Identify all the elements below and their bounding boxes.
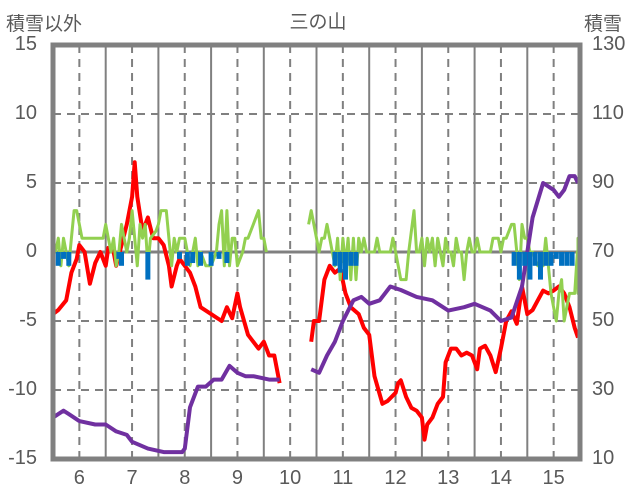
x-tick-label: 10 bbox=[279, 467, 302, 489]
bar-blue bbox=[348, 252, 354, 266]
bar-blue bbox=[537, 252, 543, 280]
series-line-purple bbox=[51, 174, 580, 455]
bar-blue bbox=[184, 252, 190, 266]
bar-blue bbox=[145, 252, 151, 280]
y-tick-label: 0 bbox=[25, 240, 37, 262]
y-tick-label: -15 bbox=[8, 447, 37, 469]
bar-blue bbox=[569, 252, 575, 266]
bar-blue bbox=[532, 252, 538, 266]
y2-tick-label: 90 bbox=[592, 171, 615, 193]
bar-blue bbox=[353, 252, 359, 266]
bar-blue bbox=[66, 252, 72, 266]
x-tick-label: 8 bbox=[179, 467, 191, 489]
y-tick-label: -5 bbox=[19, 309, 37, 331]
x-tick-label: 12 bbox=[384, 467, 407, 489]
y-tick-label: 15 bbox=[14, 33, 37, 55]
bar-blue bbox=[176, 252, 182, 259]
bar-blue bbox=[332, 252, 338, 266]
x-tick-label: 9 bbox=[231, 467, 243, 489]
bar-blue bbox=[564, 252, 570, 266]
bar-blue bbox=[116, 252, 122, 259]
plot-border bbox=[50, 42, 583, 462]
bar-blue bbox=[190, 252, 196, 264]
x-tick-label: 15 bbox=[542, 467, 565, 489]
bar-blue bbox=[55, 252, 61, 266]
bar-blue bbox=[61, 252, 67, 259]
bar-blue bbox=[516, 252, 522, 280]
y2-tick-label: 130 bbox=[592, 33, 626, 55]
bar-blue bbox=[337, 252, 343, 273]
bar-blue bbox=[511, 252, 517, 266]
bar-blue bbox=[527, 252, 533, 280]
y2-tick-label: 110 bbox=[592, 102, 624, 124]
x-tick-label: 6 bbox=[73, 467, 85, 489]
bar-blue bbox=[543, 252, 549, 266]
series-line-red bbox=[51, 160, 580, 442]
x-tick-label: 7 bbox=[126, 467, 138, 489]
y2-tick-label: 50 bbox=[592, 309, 615, 331]
y-tick-label: 10 bbox=[14, 102, 37, 124]
y2-tick-label: 10 bbox=[592, 447, 615, 469]
bar-blue bbox=[119, 252, 125, 266]
right-axis-title: 積雪 bbox=[584, 13, 623, 35]
bar-blue bbox=[216, 252, 222, 259]
left-axis-title: 積雪以外 bbox=[6, 13, 83, 35]
bar-blue bbox=[224, 252, 230, 264]
y-tick-label: -10 bbox=[8, 378, 37, 400]
y2-tick-label: 30 bbox=[592, 378, 615, 400]
bar-blue bbox=[548, 252, 554, 266]
x-tick-label: 11 bbox=[332, 467, 354, 489]
x-tick-label: 14 bbox=[489, 467, 513, 489]
bar-blue bbox=[342, 252, 348, 280]
chart-title: 三の山 bbox=[289, 11, 347, 33]
bar-blue bbox=[198, 252, 204, 266]
bar-blue bbox=[559, 252, 565, 266]
bar-blue bbox=[208, 252, 214, 266]
bar-blue bbox=[553, 252, 559, 259]
y-tick-label: 5 bbox=[25, 171, 37, 193]
y2-tick-label: 70 bbox=[592, 240, 615, 262]
x-tick-label: 13 bbox=[437, 467, 460, 489]
bar-blue bbox=[522, 252, 528, 266]
